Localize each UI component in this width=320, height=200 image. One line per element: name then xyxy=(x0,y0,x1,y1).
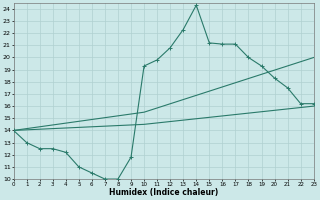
X-axis label: Humidex (Indice chaleur): Humidex (Indice chaleur) xyxy=(109,188,218,197)
